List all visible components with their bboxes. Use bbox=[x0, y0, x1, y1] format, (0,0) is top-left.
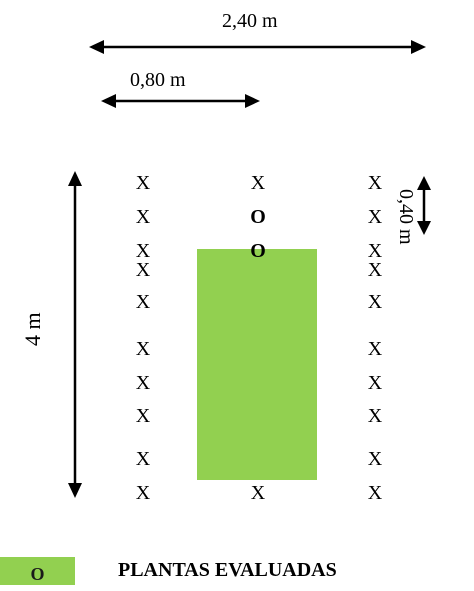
plant-marker: X bbox=[367, 448, 383, 470]
plant-marker: X bbox=[367, 372, 383, 394]
plant-marker: X bbox=[367, 482, 383, 504]
evaluated-area-block bbox=[197, 249, 317, 480]
plant-marker: X bbox=[135, 372, 151, 394]
evaluated-plant-marker: O bbox=[250, 206, 266, 228]
plant-marker: X bbox=[367, 206, 383, 228]
plant-marker: X bbox=[135, 448, 151, 470]
plant-marker: X bbox=[135, 291, 151, 313]
plant-marker: X bbox=[250, 172, 266, 194]
plant-marker: X bbox=[135, 172, 151, 194]
evaluated-plant-marker: O bbox=[250, 240, 266, 262]
plant-spacing-arrow bbox=[417, 176, 431, 235]
plant-marker: X bbox=[367, 405, 383, 427]
plant-spacing-label: 0,40 m bbox=[395, 189, 417, 245]
plant-marker: X bbox=[367, 240, 383, 262]
row-spacing-arrow bbox=[101, 94, 260, 108]
plant-marker: X bbox=[367, 259, 383, 281]
row-spacing-label: 0,80 m bbox=[130, 69, 186, 91]
total-width-label: 2,40 m bbox=[222, 10, 278, 32]
plot-length-arrow bbox=[68, 171, 82, 498]
plot-length-label: 4 m bbox=[20, 312, 45, 346]
legend-swatch: O bbox=[0, 557, 75, 585]
plant-marker: X bbox=[135, 338, 151, 360]
plant-marker: X bbox=[250, 482, 266, 504]
legend-label: PLANTAS EVALUADAS bbox=[118, 559, 337, 581]
total-width-arrow bbox=[89, 40, 426, 54]
plant-marker: X bbox=[367, 338, 383, 360]
plant-marker: X bbox=[367, 172, 383, 194]
plant-marker: X bbox=[135, 482, 151, 504]
plant-marker: X bbox=[367, 291, 383, 313]
plant-marker: X bbox=[135, 240, 151, 262]
plant-marker: X bbox=[135, 206, 151, 228]
plant-marker: X bbox=[135, 259, 151, 281]
plant-marker: X bbox=[135, 405, 151, 427]
